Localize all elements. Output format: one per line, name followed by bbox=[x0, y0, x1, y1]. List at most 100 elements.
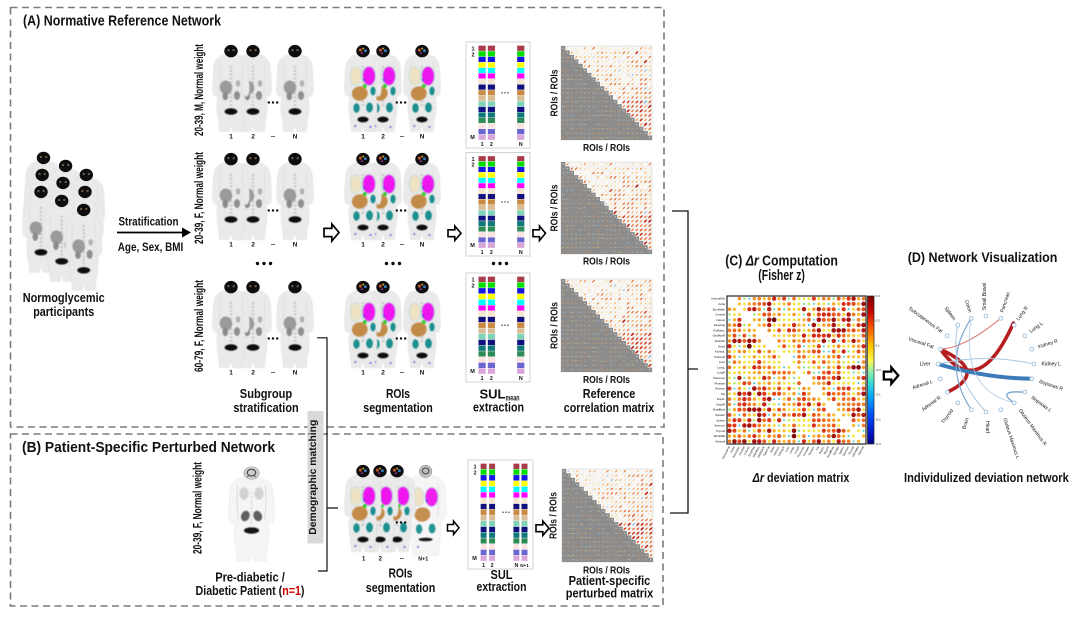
svg-text:SubcFat: SubcFat bbox=[715, 339, 726, 343]
svg-text:Fat: Fat bbox=[815, 445, 821, 451]
svg-text:ColonA: ColonA bbox=[716, 318, 725, 322]
svg-text:2: 2 bbox=[251, 242, 255, 249]
svg-text:ROIs / ROIs: ROIs / ROIs bbox=[583, 565, 630, 577]
svg-text:Δr deviation matrix: Δr deviation matrix bbox=[752, 471, 850, 485]
svg-text:segmentation: segmentation bbox=[366, 580, 436, 595]
svg-text:--: -- bbox=[271, 370, 275, 377]
svg-text:Normoglycemic: Normoglycemic bbox=[23, 290, 105, 305]
svg-text:LungR: LungR bbox=[793, 446, 800, 455]
svg-text:Sternum: Sternum bbox=[841, 445, 850, 457]
svg-text:extraction: extraction bbox=[477, 579, 527, 594]
svg-text:Cerebel: Cerebel bbox=[715, 313, 725, 317]
svg-text:Kidney L: Kidney L bbox=[1042, 362, 1062, 368]
svg-text:Heart: Heart bbox=[769, 445, 776, 453]
svg-text:1: 1 bbox=[482, 563, 485, 569]
svg-text:Age, Sex, BMI: Age, Sex, BMI bbox=[118, 240, 184, 254]
svg-text:SubcFat: SubcFat bbox=[762, 445, 771, 456]
svg-text:20-39, F, Normal weight: 20-39, F, Normal weight bbox=[193, 462, 205, 554]
svg-text:GlutMaxL: GlutMaxL bbox=[713, 328, 725, 332]
svg-text:Liver: Liver bbox=[920, 362, 931, 368]
svg-text:N+1: N+1 bbox=[418, 557, 428, 563]
svg-text:--: -- bbox=[400, 370, 404, 377]
svg-text:Liver: Liver bbox=[784, 446, 790, 453]
svg-text:(A) Normative Reference Networ: (A) Normative Reference Network bbox=[23, 13, 222, 30]
svg-text:--: -- bbox=[271, 134, 275, 141]
svg-text:Rectum: Rectum bbox=[715, 387, 725, 391]
svg-text:2: 2 bbox=[379, 557, 383, 563]
svg-text:ROIs / ROIs: ROIs / ROIs bbox=[583, 374, 630, 386]
svg-text:ROIs / ROIs: ROIs / ROIs bbox=[583, 142, 630, 154]
svg-text:ROIs / ROIs: ROIs / ROIs bbox=[583, 256, 630, 268]
svg-text:2: 2 bbox=[473, 471, 476, 477]
svg-text:LungR: LungR bbox=[717, 371, 725, 375]
svg-text:(C) Δr Computation: (C) Δr Computation bbox=[725, 254, 838, 270]
svg-text:Stratification: Stratification bbox=[119, 215, 179, 229]
svg-text:ROIs: ROIs bbox=[386, 386, 410, 401]
svg-text:Colon: Colon bbox=[963, 299, 973, 313]
svg-text:60-79, F, Normal weight: 60-79, F, Normal weight bbox=[194, 280, 206, 372]
svg-text:M: M bbox=[470, 135, 475, 141]
svg-text:BoneMarr: BoneMarr bbox=[713, 307, 725, 311]
svg-text:N: N bbox=[420, 242, 425, 249]
svg-text:-0.1: -0.1 bbox=[876, 393, 882, 397]
svg-text:2: 2 bbox=[490, 376, 493, 382]
svg-text:LungL: LungL bbox=[788, 445, 795, 454]
svg-text:-0.3: -0.3 bbox=[876, 442, 882, 446]
svg-text:N: N bbox=[519, 142, 523, 148]
svg-text:Heart: Heart bbox=[984, 421, 990, 434]
svg-text:(D) Network Visualization: (D) Network Visualization bbox=[908, 249, 1058, 265]
svg-text:GlutMaxR: GlutMaxR bbox=[713, 334, 725, 338]
svg-text:segmentation: segmentation bbox=[363, 400, 433, 415]
svg-text:1: 1 bbox=[229, 370, 233, 377]
svg-text:1: 1 bbox=[471, 157, 474, 163]
svg-text:2: 2 bbox=[490, 250, 493, 256]
svg-text:Thyroid: Thyroid bbox=[847, 445, 855, 456]
svg-text:IliopsR: IliopsR bbox=[823, 446, 831, 455]
svg-text:ROIs: ROIs bbox=[388, 566, 412, 581]
svg-text:2: 2 bbox=[251, 370, 255, 377]
svg-text:Esophag: Esophag bbox=[747, 445, 756, 457]
svg-text:Cerebel: Cerebel bbox=[738, 445, 746, 456]
svg-text:--: -- bbox=[400, 242, 404, 249]
svg-text:1: 1 bbox=[473, 465, 476, 471]
svg-text:Aorta: Aorta bbox=[718, 302, 725, 306]
svg-text:1: 1 bbox=[481, 250, 484, 256]
svg-text:--: -- bbox=[400, 134, 404, 141]
svg-text:WholeBd: WholeBd bbox=[851, 445, 860, 457]
svg-text:1: 1 bbox=[361, 370, 365, 377]
svg-text:(B) Patient-Specific Perturbed: (B) Patient-Specific Perturbed Network bbox=[22, 439, 276, 456]
svg-text:Spleen: Spleen bbox=[716, 418, 725, 422]
svg-text:WholeBd: WholeBd bbox=[714, 434, 726, 438]
svg-text:stratification: stratification bbox=[233, 400, 298, 415]
svg-text:N: N bbox=[293, 370, 298, 377]
svg-text:N: N bbox=[293, 134, 298, 141]
svg-text:KidneyR: KidneyR bbox=[714, 355, 725, 359]
svg-text:Pre-diabetic /: Pre-diabetic / bbox=[215, 570, 285, 585]
svg-text:ColonA: ColonA bbox=[743, 445, 751, 455]
svg-text:N: N bbox=[519, 250, 523, 256]
svg-text:2: 2 bbox=[491, 563, 494, 569]
svg-text:Reference: Reference bbox=[583, 386, 636, 401]
svg-text:Spleen: Spleen bbox=[837, 445, 845, 455]
svg-text:IliopsR: IliopsR bbox=[716, 402, 725, 406]
svg-text:SpinalC: SpinalC bbox=[715, 413, 725, 417]
svg-text:20-39, F, Normal weight: 20-39, F, Normal weight bbox=[194, 152, 206, 244]
svg-text:-0.2: -0.2 bbox=[876, 417, 882, 421]
svg-text:0.1: 0.1 bbox=[876, 343, 881, 347]
svg-text:extraction: extraction bbox=[473, 400, 524, 415]
svg-text:M: M bbox=[470, 243, 475, 249]
svg-text:GlutMaxR: GlutMaxR bbox=[756, 446, 765, 459]
svg-text:Rectum: Rectum bbox=[807, 445, 815, 456]
svg-text:Demographic matching: Demographic matching bbox=[307, 420, 319, 535]
svg-text:Subgroup: Subgroup bbox=[240, 386, 292, 401]
svg-text:Fat: Fat bbox=[721, 392, 725, 396]
svg-text:SmallBow: SmallBow bbox=[826, 445, 836, 459]
svg-text:1: 1 bbox=[229, 134, 233, 141]
svg-text:1: 1 bbox=[471, 278, 474, 284]
svg-text:Pancreas: Pancreas bbox=[713, 376, 725, 380]
svg-text:GlutMaxL: GlutMaxL bbox=[752, 445, 761, 458]
svg-text:SpinalC: SpinalC bbox=[832, 446, 840, 457]
svg-text:2: 2 bbox=[381, 370, 385, 377]
svg-text:ROIs / ROIs: ROIs / ROIs bbox=[549, 302, 561, 349]
svg-text:perturbed matrix: perturbed matrix bbox=[566, 586, 654, 601]
